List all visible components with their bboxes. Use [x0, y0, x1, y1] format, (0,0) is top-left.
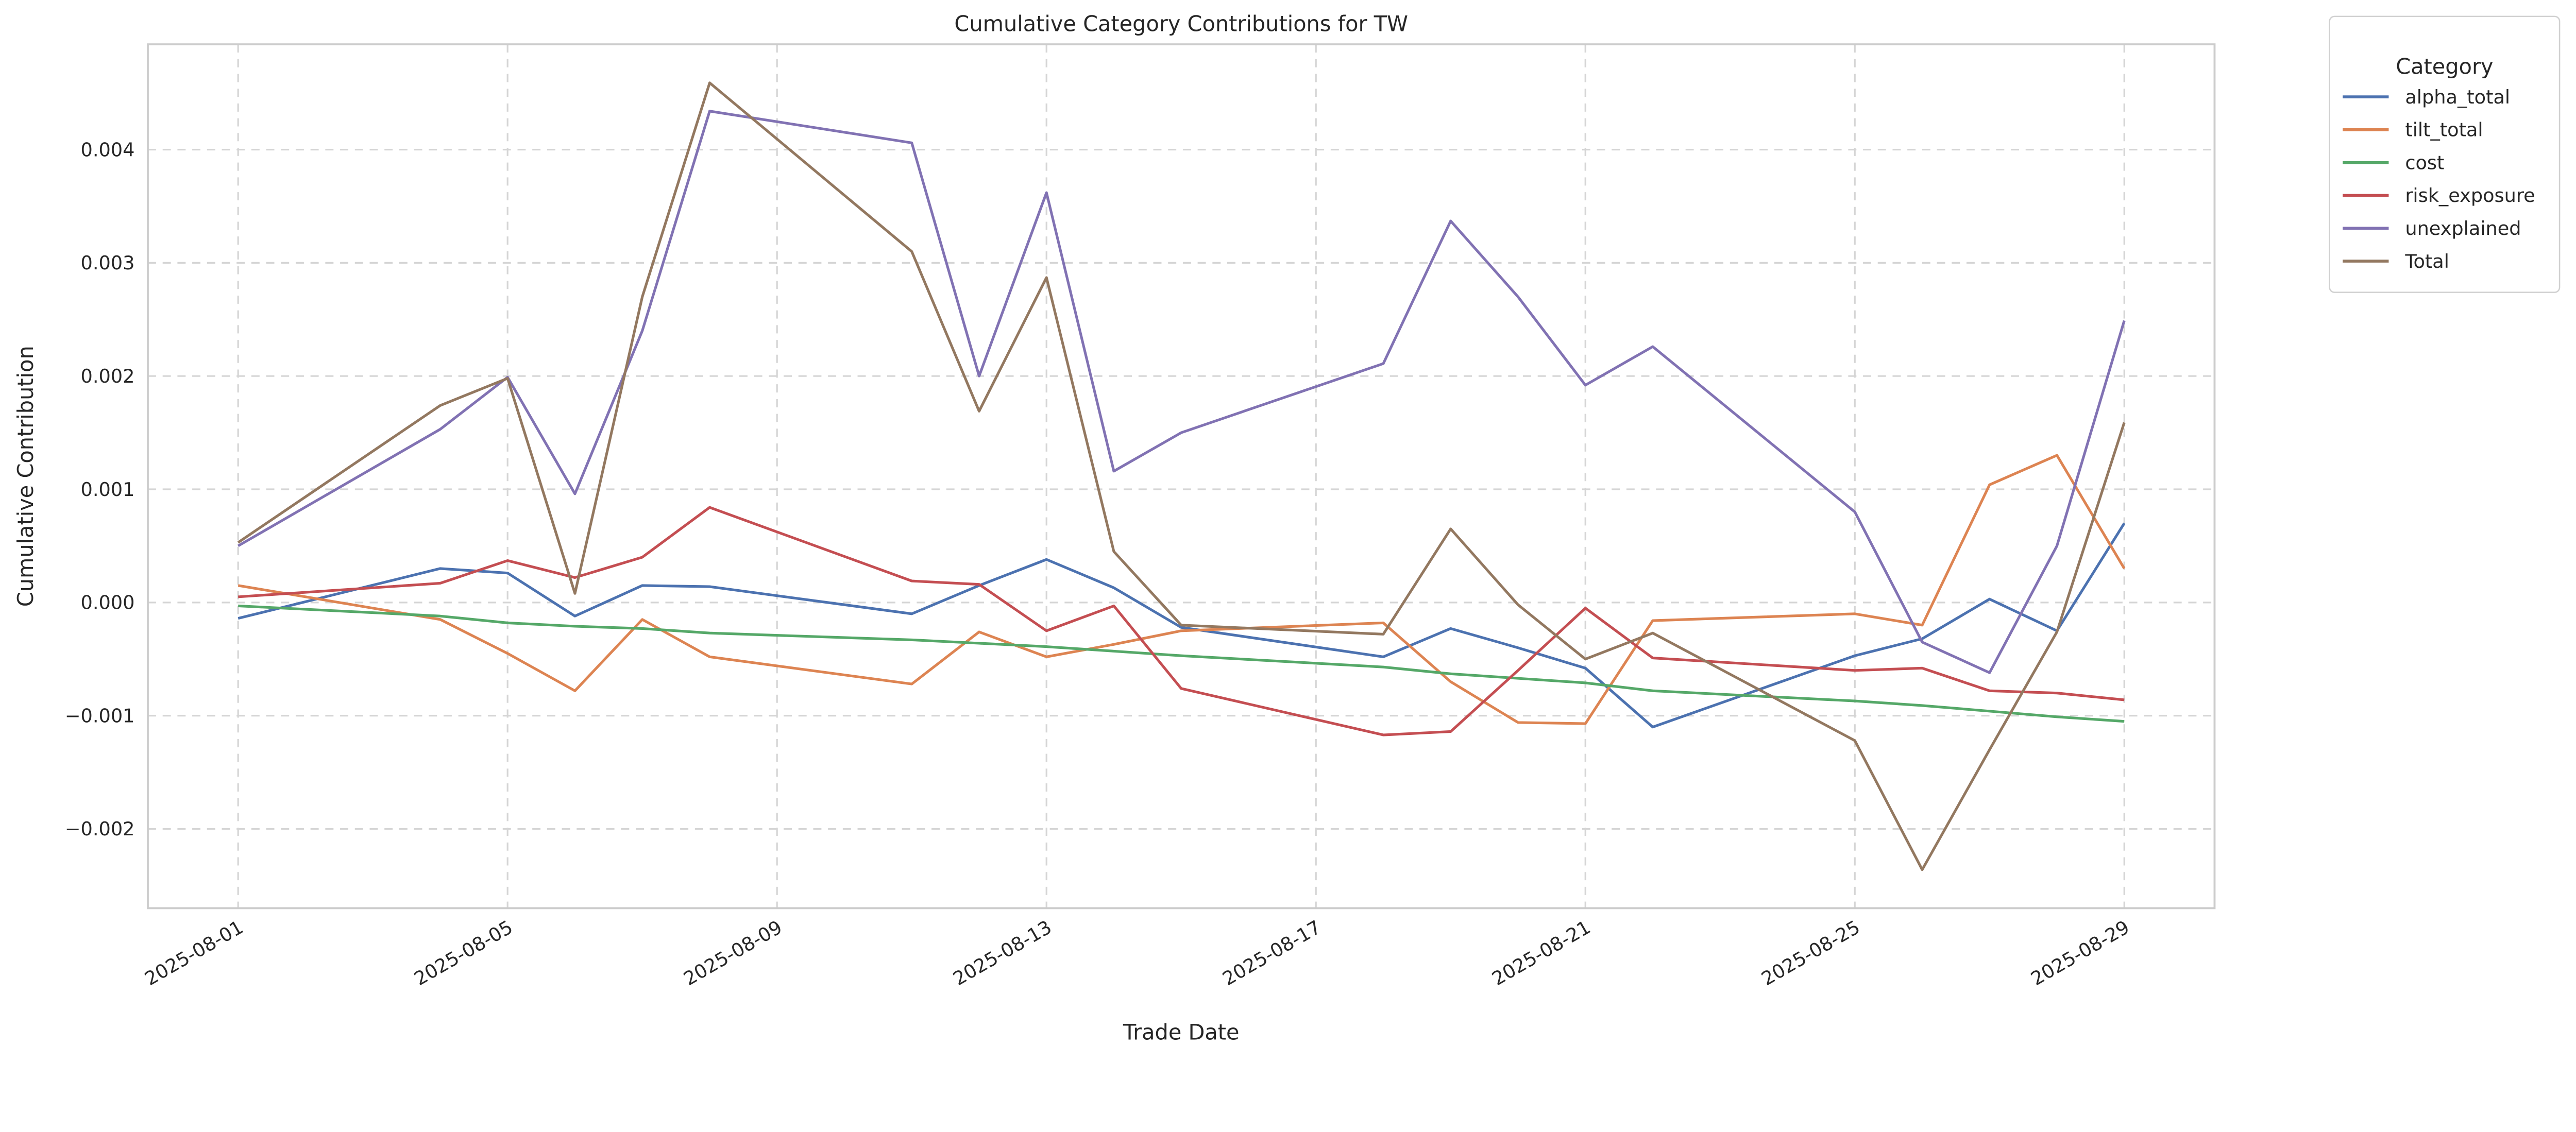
grid — [147, 44, 2215, 908]
y-tick-label: 0.001 — [81, 478, 135, 501]
legend-label: alpha_total — [2405, 86, 2510, 108]
legend-label: risk_exposure — [2405, 184, 2535, 207]
series-line-cost — [238, 604, 2125, 723]
series-line-total — [237, 81, 2126, 871]
series-line-risk-exposure — [238, 506, 2125, 736]
chart-title: Cumulative Category Contributions for TW — [954, 12, 1408, 37]
y-tick-label: −0.001 — [65, 705, 135, 727]
y-tick-label: 0.002 — [81, 365, 135, 387]
legend-label: unexplained — [2405, 217, 2521, 239]
y-tick-label: 0.000 — [81, 592, 135, 614]
series-line-unexplained — [237, 110, 2126, 674]
y-axis-label: Cumulative Contribution — [13, 346, 38, 607]
background — [0, 0, 2576, 1058]
y-tick-label: −0.002 — [65, 818, 135, 840]
legend-title: Category — [2396, 54, 2493, 79]
series-line-tilt-total — [238, 454, 2126, 725]
series-lines — [237, 81, 2126, 871]
plot-frame — [147, 43, 2216, 910]
legend-label: tilt_total — [2405, 119, 2483, 141]
x-axis-label: Trade Date — [1123, 1020, 1240, 1044]
y-tick-label: 0.003 — [81, 252, 135, 274]
legend-label: cost — [2405, 151, 2444, 174]
legend-box — [2329, 15, 2561, 293]
line-chart: 2025-08-01 2025-08-05 2025-08-09 2025-08-13… — [0, 0, 2576, 1058]
y-tick-labels: −0.002 −0.001 0.000 0.001 0.002 0.003 0.004 — [65, 139, 135, 840]
y-tick-label: 0.004 — [81, 139, 135, 161]
series-line-alpha-total — [238, 522, 2126, 729]
legend-label: Total — [2404, 250, 2449, 272]
